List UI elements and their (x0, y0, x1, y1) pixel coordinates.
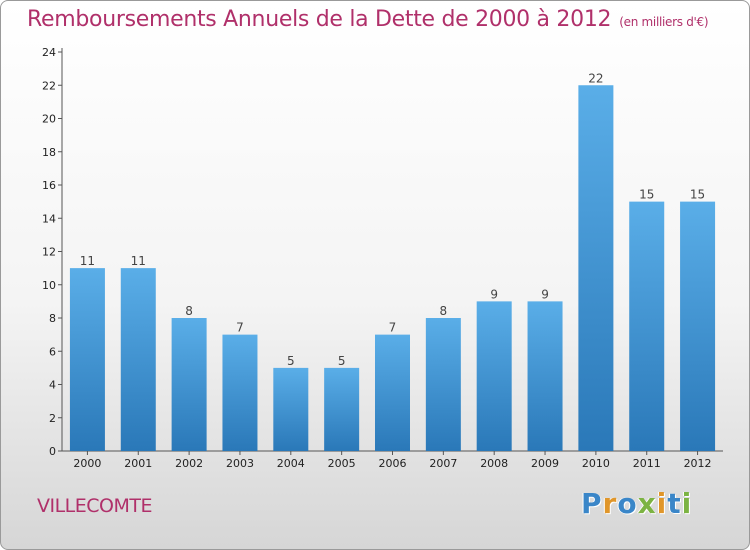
x-tick-label-2009: 2009 (531, 457, 559, 470)
data-label-2001: 11 (131, 254, 146, 268)
y-tick-label: 14 (42, 212, 56, 225)
bar-2008 (476, 301, 512, 451)
x-tick-label-2004: 2004 (277, 457, 305, 470)
data-label-2000: 11 (80, 254, 95, 268)
bar-2003 (222, 334, 258, 451)
bar-2011 (629, 201, 665, 451)
data-label-2009: 9 (541, 287, 549, 301)
y-tick-label: 6 (49, 345, 56, 358)
data-label-2004: 5 (287, 354, 295, 368)
y-tick-label: 20 (42, 113, 56, 126)
x-tick-label-2008: 2008 (480, 457, 508, 470)
bar-2002 (171, 318, 207, 451)
chart-title: Remboursements Annuels de la Dette de 20… (27, 7, 709, 32)
data-label-2007: 8 (440, 304, 448, 318)
x-tick-label-2010: 2010 (582, 457, 610, 470)
bar-2000 (69, 268, 105, 451)
data-label-2003: 7 (236, 321, 244, 335)
chart-labels: 2000 11 2001 11 2002 8 2003 7 2004 5 2005 5 2006 7 200… (73, 71, 711, 470)
x-tick-label-2003: 2003 (226, 457, 254, 470)
bar-2010 (578, 85, 614, 451)
y-tick-label: 2 (49, 412, 56, 425)
x-tick-label-2006: 2006 (379, 457, 407, 470)
chart-bars (69, 85, 716, 451)
data-label-2002: 8 (185, 304, 193, 318)
proxiti-logo[interactable]: Proxiti (581, 487, 692, 520)
y-tick-label: 24 (42, 46, 56, 59)
y-tick-label: 4 (49, 379, 56, 392)
bar-2001 (120, 268, 156, 451)
y-tick-label: 12 (42, 246, 56, 259)
bar-2009 (527, 301, 563, 451)
chart-title-text: Remboursements Annuels de la Dette de 20… (27, 7, 612, 32)
logo-letter: o (617, 487, 638, 520)
y-tick-label: 18 (42, 146, 56, 159)
logo-letter: x (637, 487, 657, 520)
y-tick-label: 22 (42, 79, 56, 92)
x-tick-label-2000: 2000 (73, 457, 101, 470)
x-tick-label-2002: 2002 (175, 457, 203, 470)
logo-letter: t (667, 487, 682, 520)
bar-2006 (375, 334, 410, 451)
data-label-2005: 5 (338, 354, 346, 368)
bar-2004 (273, 367, 309, 451)
bar-2012 (680, 201, 716, 451)
commune-name: VILLECOMTE (37, 495, 153, 517)
data-label-2011: 15 (639, 188, 654, 202)
bar-2005 (324, 367, 360, 451)
y-tick-label: 10 (42, 279, 56, 292)
logo-letter: i (681, 487, 693, 520)
chart-unit: (en milliers d'€) (619, 15, 709, 29)
x-tick-label-2007: 2007 (429, 457, 457, 470)
data-label-2012: 15 (690, 188, 705, 202)
x-tick-label-2012: 2012 (684, 457, 712, 470)
y-tick-label: 8 (49, 312, 56, 325)
logo-letter: i (656, 487, 668, 520)
logo-letter: P (581, 487, 603, 520)
data-label-2010: 22 (588, 71, 603, 85)
y-tick-label: 0 (49, 445, 56, 458)
x-tick-label-2005: 2005 (328, 457, 356, 470)
data-label-2006: 7 (389, 321, 397, 335)
bar-2007 (425, 318, 461, 451)
data-label-2008: 9 (490, 287, 498, 301)
y-tick-label: 16 (42, 179, 56, 192)
x-tick-label-2011: 2011 (633, 457, 661, 470)
x-tick-label-2001: 2001 (124, 457, 152, 470)
logo-letter: r (602, 487, 618, 520)
